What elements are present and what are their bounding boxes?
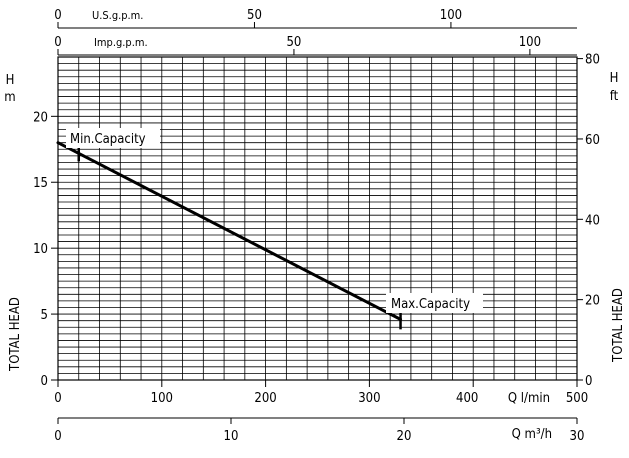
plot-frame — [57, 56, 578, 381]
min-capacity-label: Min.Capacity — [70, 132, 146, 147]
y-unit: m — [4, 90, 15, 105]
y2-tick-label: 80 — [585, 53, 600, 68]
y2-tick-label: 60 — [585, 133, 600, 148]
x-tick-label: 300 — [358, 391, 380, 406]
x2-tick-label: 0 — [54, 429, 61, 444]
x-tick-label: 0 — [54, 391, 61, 406]
y2-tick-label: 20 — [585, 294, 600, 309]
x-tick-label: 100 — [151, 391, 173, 406]
top1-tick-label: 100 — [440, 8, 462, 23]
y-unit-letter: H — [6, 73, 15, 88]
y2-unit-letter: H — [610, 71, 619, 86]
min-capacity-label-bg — [66, 128, 160, 148]
y2-axis-label: TOTAL HEAD — [611, 288, 626, 363]
top2-axis-label: Imp.g.p.m. — [94, 36, 148, 49]
top2-tick-label: 100 — [519, 35, 541, 50]
y-axis-label: TOTAL HEAD — [8, 297, 23, 372]
y-tick-label: 10 — [33, 242, 48, 257]
x-tick-label: 500 — [566, 391, 588, 406]
top1-tick-label: 0 — [54, 8, 61, 23]
x2-tick-label: 20 — [397, 429, 412, 444]
y-tick-label: 20 — [33, 110, 48, 125]
x2-axis-label: Q m³/h — [512, 427, 552, 442]
y2-tick-label: 0 — [585, 374, 592, 389]
x2-tick-label: 10 — [224, 429, 239, 444]
top2-tick-label: 50 — [286, 35, 301, 50]
x2-tick-label: 30 — [570, 429, 585, 444]
max-capacity-label: Max.Capacity — [391, 297, 470, 312]
pump-curve-line — [56, 141, 403, 321]
grid — [57, 56, 578, 381]
top2-tick-label: 0 — [54, 35, 61, 50]
top1-axis-label: U.S.g.p.m. — [92, 9, 143, 22]
max-capacity-label-bg — [386, 293, 483, 313]
x-tick-label: 200 — [254, 391, 276, 406]
top1-tick-label: 50 — [247, 8, 262, 23]
y-tick-label: 15 — [33, 176, 48, 191]
y-tick-label: 5 — [41, 308, 48, 323]
y-tick-label: 0 — [41, 374, 48, 389]
marks: Min.Capacity Max.Capacity — [56, 128, 483, 330]
y2-tick-label: 40 — [585, 213, 600, 228]
x-tick-label: 400 — [456, 391, 478, 406]
y2-unit: ft — [610, 89, 619, 104]
x-axis-label: Q l/min — [508, 391, 550, 406]
